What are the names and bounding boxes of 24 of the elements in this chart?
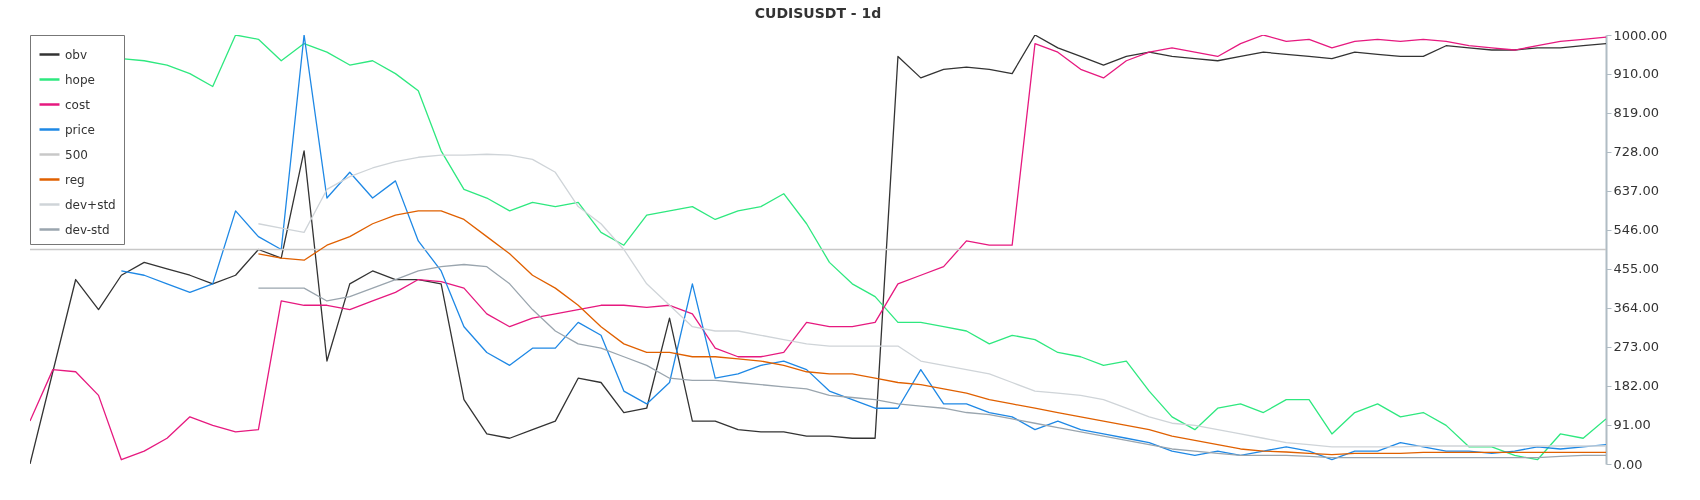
line-series xyxy=(257,153,1606,448)
y-tick-label: 637.00 xyxy=(1613,183,1659,199)
chart-title: CUDISUSDT - 1d xyxy=(754,5,882,21)
y-tick-label: 364.00 xyxy=(1613,300,1659,316)
line-series xyxy=(257,210,1606,456)
legend-label: obv xyxy=(65,47,88,62)
y-tick-label: 1000.00 xyxy=(1613,27,1668,43)
y-tick-label: 546.00 xyxy=(1613,222,1659,238)
legend-label: dev+std xyxy=(65,197,116,212)
y-tick-label: 273.00 xyxy=(1613,339,1659,355)
legend-label: hope xyxy=(65,72,95,87)
y-tick-label: 0.00 xyxy=(1613,456,1643,472)
y-tick-label: 819.00 xyxy=(1613,105,1659,121)
legend-label: dev-std xyxy=(65,222,110,237)
y-tick-label: 455.00 xyxy=(1613,261,1659,277)
y-tick-label: 182.00 xyxy=(1613,378,1659,394)
y-tick-label: 910.00 xyxy=(1613,66,1659,82)
y-tick-label: 728.00 xyxy=(1613,144,1659,160)
line-series xyxy=(257,263,1606,459)
legend-label: price xyxy=(65,122,95,137)
legend-label: reg xyxy=(65,172,85,187)
legend-label: 500 xyxy=(65,147,88,162)
legend-label: cost xyxy=(65,97,91,112)
y-tick-label: 91.00 xyxy=(1613,417,1651,433)
